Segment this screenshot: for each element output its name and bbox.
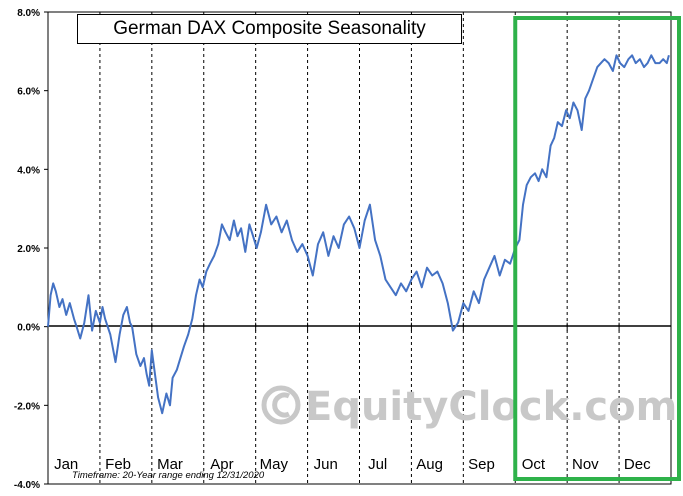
seasonal-highlight-box — [513, 16, 681, 481]
month-label: Sep — [468, 456, 495, 473]
watermark: EquityClock.com — [305, 384, 677, 430]
y-tick-label: -4.0% — [14, 480, 40, 491]
x-axis: Jan Feb Mar Apr May Jun Jul Aug Sep Oct Nov Dec — [47, 322, 672, 473]
month-label: Jan — [54, 456, 78, 473]
y-axis: 8.0% 6.0% 4.0% 2.0% 0.0% -2.0% -4.0% — [14, 8, 48, 491]
month-label: Dec — [624, 456, 651, 473]
y-tick-label: 6.0% — [17, 87, 40, 98]
month-label: Apr — [210, 456, 233, 473]
series-line — [47, 54, 670, 415]
month-label: Oct — [522, 456, 546, 473]
month-label: Mar — [157, 456, 183, 473]
timeframe-note: Timeframe: 20-Year range ending 12/31/20… — [72, 470, 265, 481]
month-label: Aug — [416, 456, 443, 473]
y-tick-label: 2.0% — [17, 244, 40, 255]
month-label: May — [260, 456, 289, 473]
y-tick-label: 4.0% — [17, 165, 40, 176]
month-label: Feb — [105, 456, 131, 473]
month-label: Nov — [572, 456, 599, 473]
month-label: Jun — [314, 456, 338, 473]
y-tick-label: 8.0% — [17, 8, 40, 19]
chart-title: German DAX Composite Seasonality — [77, 14, 462, 44]
y-tick-label: 0.0% — [17, 323, 40, 334]
watermark-copyright-icon — [261, 385, 301, 425]
y-tick-label: -2.0% — [14, 401, 40, 412]
month-label: Jul — [368, 456, 387, 473]
